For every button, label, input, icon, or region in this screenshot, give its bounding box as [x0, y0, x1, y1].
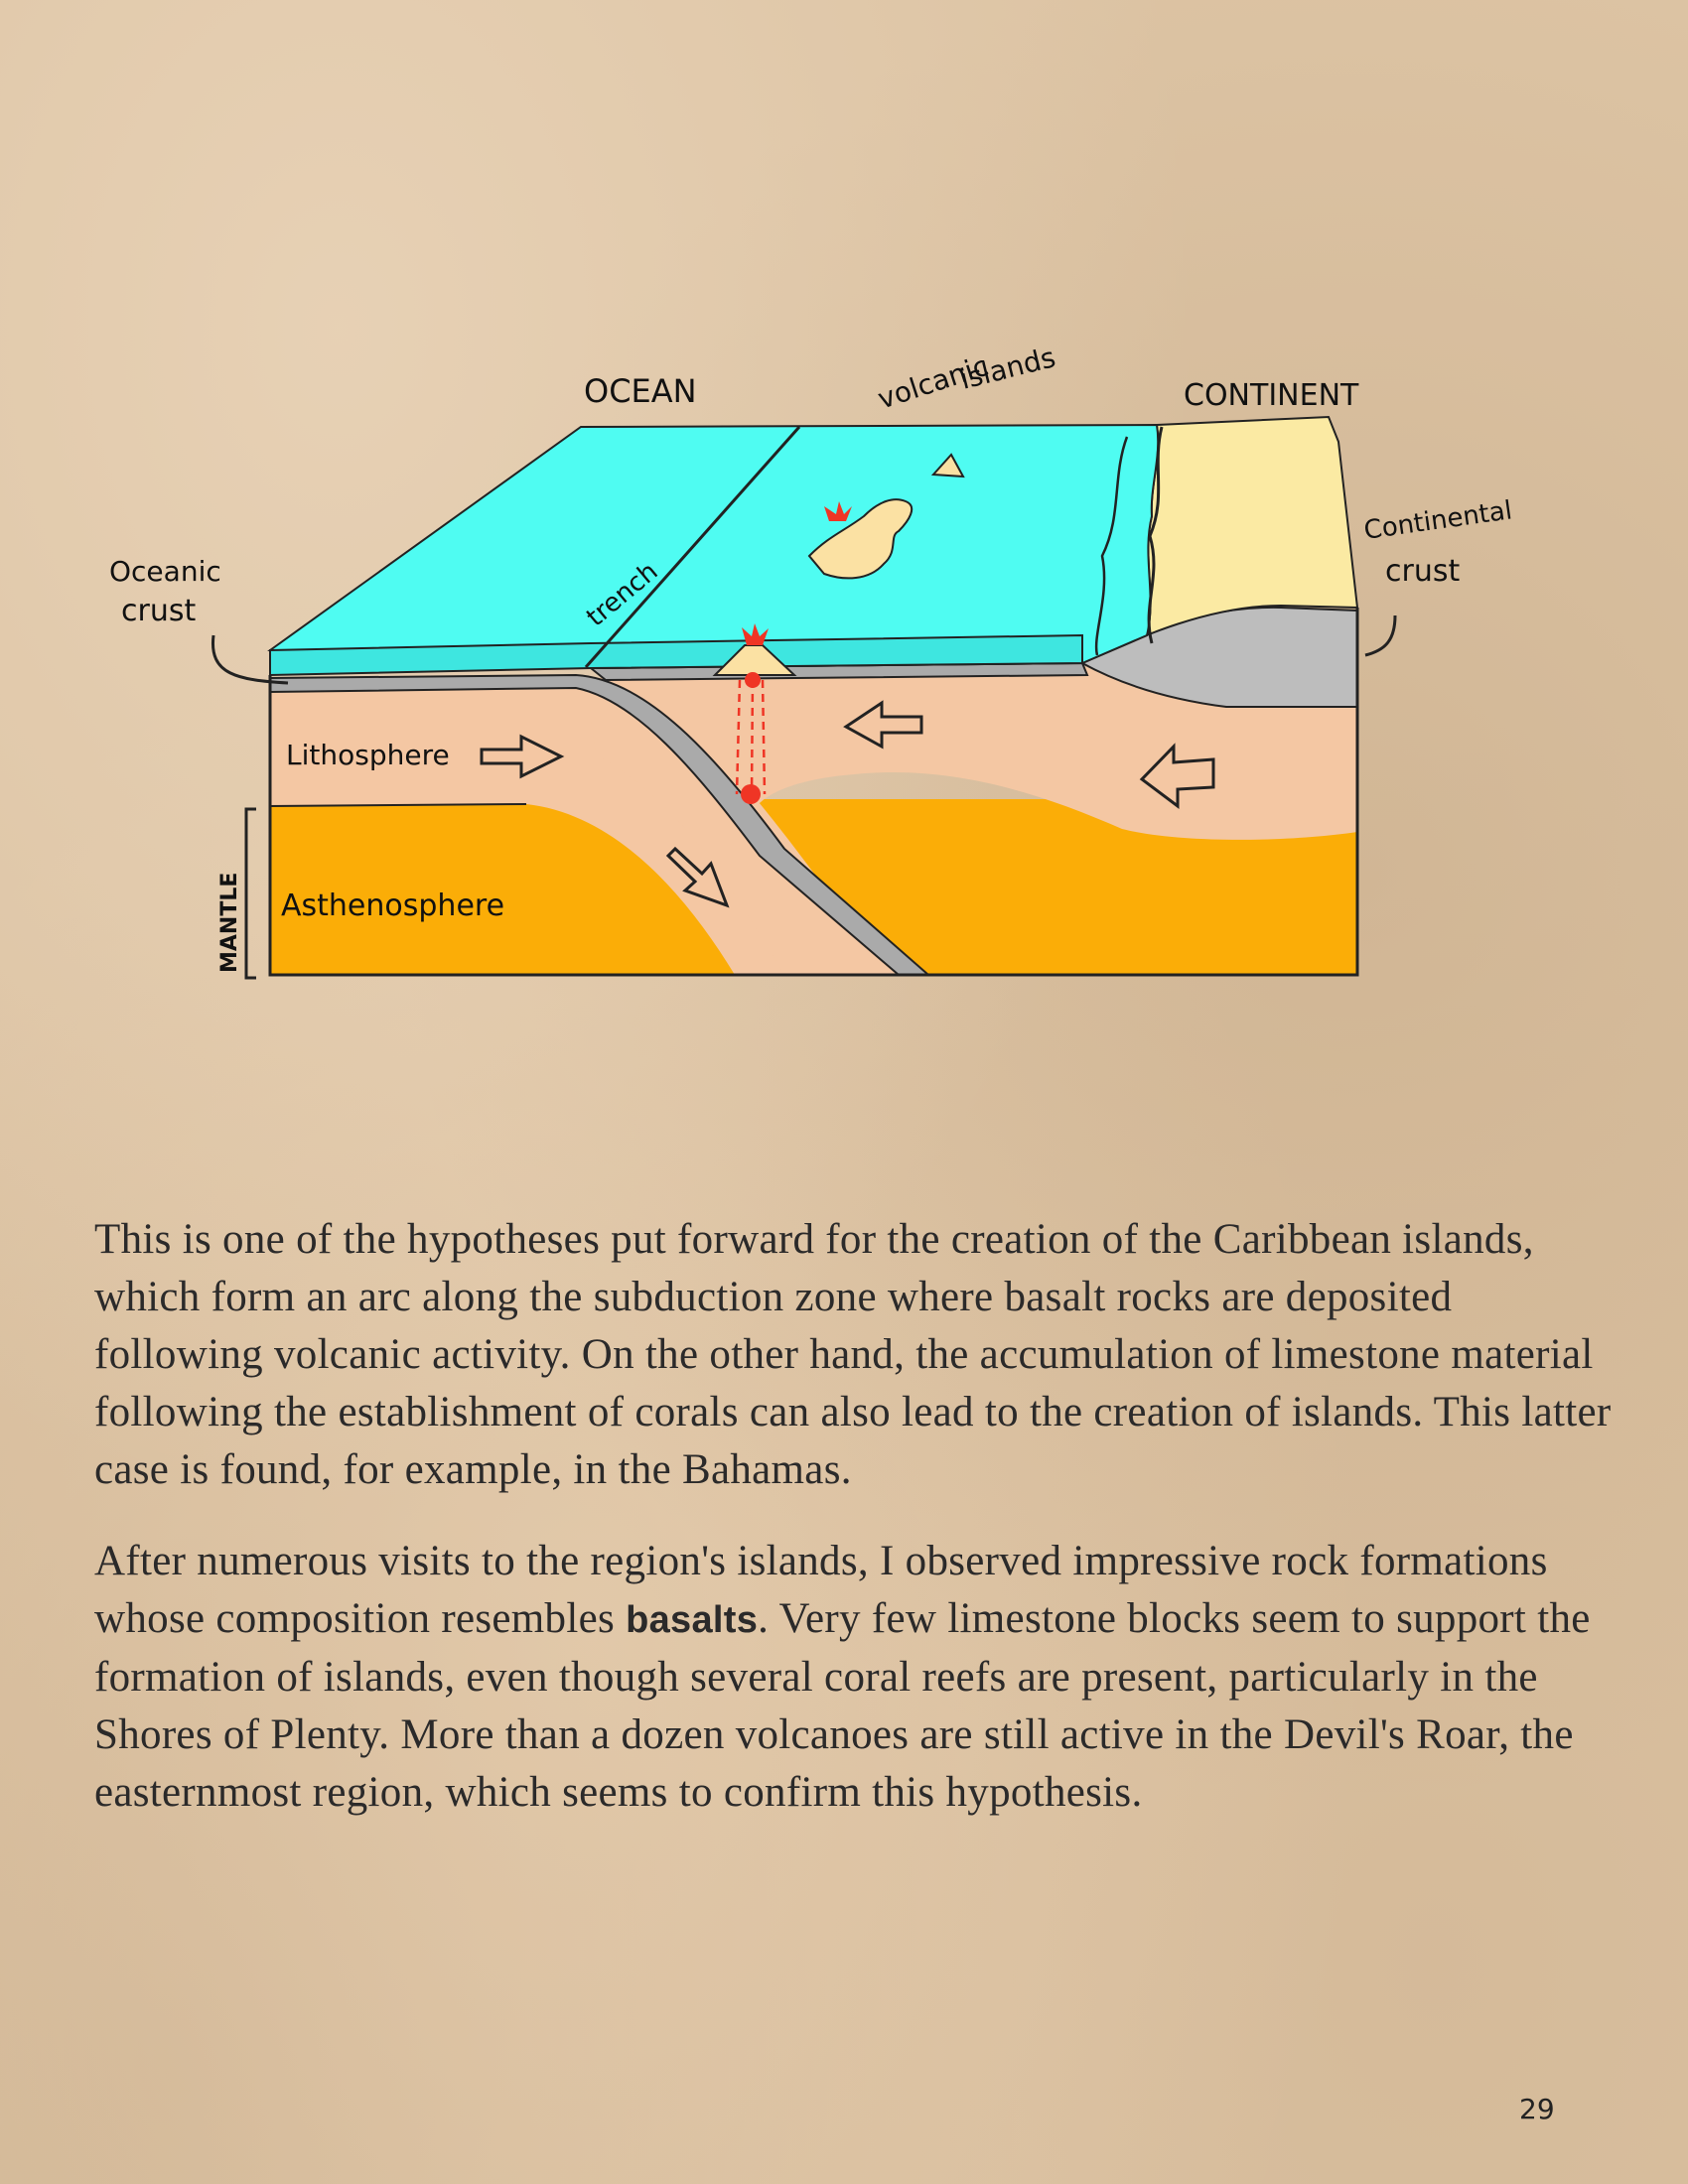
label-mantle: MANTLE	[217, 873, 242, 973]
magma-chamber	[745, 672, 761, 688]
island-small	[930, 453, 965, 478]
label-continental-crust: crust	[1385, 554, 1460, 589]
label-asthenosphere: Asthenosphere	[281, 888, 504, 923]
lithosphere-right	[596, 665, 1357, 840]
coastline	[1147, 426, 1164, 644]
label-ocean: OCEAN	[584, 372, 697, 410]
label-oceanic-crust: crust	[121, 594, 196, 628]
block-outline	[268, 608, 1359, 977]
label-islands-2: islands	[957, 341, 1059, 396]
eruption-top-icon	[824, 501, 852, 521]
arrow-left-icon-2	[1139, 743, 1215, 809]
page-number: 29	[1519, 2093, 1555, 2125]
paragraph-2: After numerous visits to the region's is…	[94, 1533, 1614, 1822]
island-large	[807, 498, 914, 580]
paragraph-2-start: After numerous visits to the region's is…	[94, 1538, 1548, 1642]
eruption-volcano-icon	[742, 623, 769, 645]
body-text: This is one of the hypotheses put forwar…	[94, 1211, 1614, 1855]
oceanic-crust-pointer	[211, 634, 289, 685]
litho-astheno-boundary	[269, 803, 527, 807]
arrow-left-icon	[843, 700, 923, 750]
subduction-diagram: OCEAN volcanic islands CONTINENT Contine…	[109, 341, 1514, 980]
label-continent: CONTINENT	[1184, 378, 1359, 413]
trench-line	[584, 426, 801, 668]
label-oceanic: Oceanic	[109, 555, 221, 588]
paragraph-1: This is one of the hypotheses put forwar…	[94, 1216, 1612, 1493]
label-lithosphere: Lithosphere	[286, 739, 450, 771]
label-continental: Continental	[1362, 495, 1514, 546]
continental-crust-pointer	[1364, 614, 1397, 657]
arrow-right-icon	[480, 734, 565, 779]
basalts-term: basalts	[626, 1599, 759, 1641]
mantle-bracket	[244, 807, 256, 980]
magma-source	[741, 784, 761, 804]
magma-conduit	[735, 679, 767, 795]
arrow-down-icon	[665, 846, 730, 908]
coastline-inner	[1094, 436, 1129, 656]
paragraph-2-end: . Very few limestone blocks seem to supp…	[94, 1595, 1591, 1816]
ocean-surface	[267, 423, 1160, 670]
